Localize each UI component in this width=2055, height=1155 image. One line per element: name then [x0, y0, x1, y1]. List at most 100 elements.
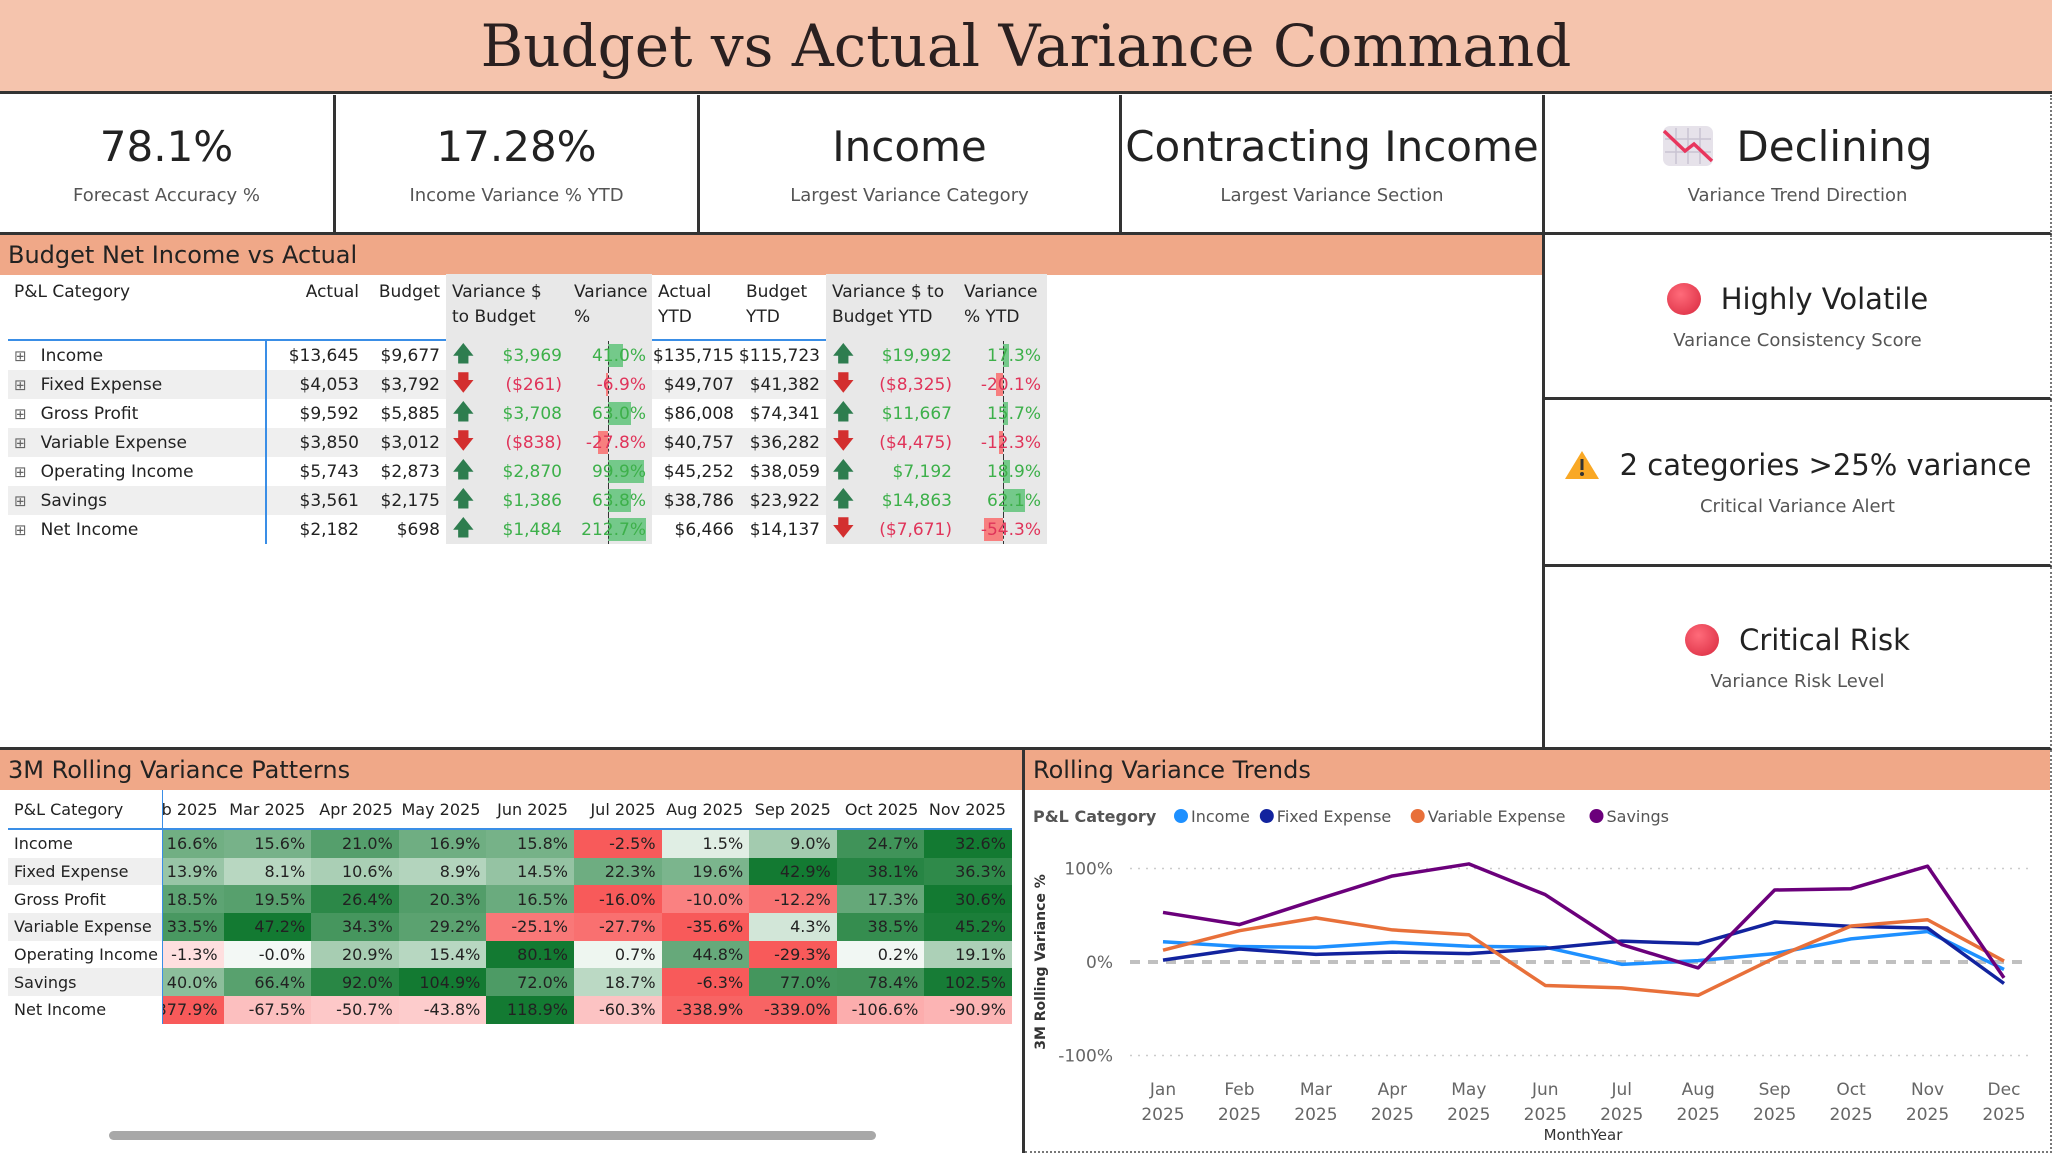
- heatmap-cell: -10.0%: [661, 885, 750, 914]
- legend-item[interactable]: Fixed Expense: [1277, 807, 1391, 826]
- variance-pct-cell: 15.7%: [958, 399, 1047, 428]
- variance-cell: 🡅 $7,192: [826, 457, 958, 486]
- row-label: Income: [14, 834, 73, 854]
- table-header-row: P&L Category Actual Budget Variance $ to Bu…: [8, 274, 1047, 341]
- expand-icon[interactable]: ⊞: [14, 520, 27, 539]
- expand-icon[interactable]: ⊞: [14, 346, 27, 365]
- category-cell[interactable]: ⊞ Fixed Expense: [8, 370, 267, 399]
- expand-icon[interactable]: ⊞: [14, 491, 27, 510]
- month-header[interactable]: Sep 2025: [754, 799, 831, 819]
- column-header[interactable]: P&L Category: [14, 282, 131, 302]
- column-header[interactable]: Variance % YTD: [958, 274, 1047, 341]
- x-axis-title: MonthYear: [1544, 1126, 1624, 1144]
- data-bar: [608, 460, 644, 483]
- actual-ytd-cell: $38,786: [652, 486, 740, 515]
- x-tick-label: 2025: [1600, 1105, 1643, 1125]
- heatmap-cell: 14.5%: [486, 857, 574, 886]
- dashboard-title: Budget vs Actual Variance Command: [0, 0, 2052, 94]
- column-header[interactable]: Actual: [305, 282, 359, 302]
- variance-value: ($261): [505, 374, 562, 395]
- heatmap-cell: 32.6%: [924, 830, 1012, 858]
- column-header[interactable]: Variance %: [568, 274, 652, 341]
- expand-icon[interactable]: ⊞: [14, 462, 27, 481]
- legend-item[interactable]: Savings: [1607, 807, 1670, 826]
- month-header[interactable]: Feb 2025: [162, 799, 218, 819]
- horizontal-scrollbar[interactable]: [109, 1131, 876, 1140]
- kpi-value: 17.28%: [436, 121, 597, 171]
- budget-cell: $2,873: [380, 461, 440, 482]
- column-header[interactable]: Actual YTD: [658, 282, 712, 327]
- heatmap-cell: 77.0%: [749, 968, 837, 997]
- heatmap-cell: -90.9%: [924, 996, 1012, 1024]
- column-header[interactable]: Budget YTD: [746, 282, 808, 327]
- series-line-income[interactable]: [1162, 929, 2005, 972]
- budget-ytd-cell: $74,341: [749, 403, 820, 424]
- kpi-label: Forecast Accuracy %: [73, 184, 260, 206]
- bar-axis: [608, 457, 609, 486]
- column-header[interactable]: Variance $ to Budget YTD: [826, 274, 958, 341]
- heatmap-cell: -35.6%: [661, 913, 750, 941]
- expand-icon[interactable]: ⊞: [14, 404, 27, 423]
- expand-icon[interactable]: ⊞: [14, 375, 27, 394]
- x-tick-label: 2025: [1982, 1105, 2025, 1125]
- data-bar: [1003, 402, 1009, 425]
- variance-pct-cell: -6.9%: [568, 370, 652, 399]
- bar-axis: [608, 515, 609, 544]
- heatmap-cell: 38.5%: [836, 913, 925, 941]
- row-label: Gross Profit: [14, 889, 106, 909]
- category-cell[interactable]: ⊞ Variable Expense: [8, 428, 267, 457]
- kpi-value: Contracting Income: [1125, 121, 1539, 171]
- variance-cell: 🡅 $1,484: [446, 515, 568, 544]
- month-header[interactable]: Apr 2025: [319, 799, 393, 819]
- legend-item[interactable]: Income: [1191, 807, 1250, 826]
- variance-pct-cell: 62.1%: [958, 486, 1047, 515]
- card-label: Variance Risk Level: [1710, 670, 1885, 692]
- budget-cell: $5,885: [380, 403, 440, 424]
- heatmap-cell: -339.0%: [749, 996, 837, 1024]
- month-header[interactable]: Jul 2025: [590, 799, 656, 819]
- category-cell[interactable]: ⊞ Income: [8, 341, 267, 370]
- column-header[interactable]: Budget: [378, 282, 440, 302]
- category-cell[interactable]: ⊞ Net Income: [8, 515, 267, 544]
- heatmap-cell: 16.9%: [398, 830, 487, 858]
- column-header[interactable]: P&L Category: [8, 790, 162, 830]
- series-line-fixed-expense[interactable]: [1162, 920, 2006, 985]
- month-header[interactable]: Nov 2025: [928, 799, 1006, 819]
- month-header[interactable]: Jun 2025: [497, 799, 568, 819]
- arrow-up-icon: 🡅: [832, 486, 855, 512]
- heatmap-cell: 8.9%: [398, 857, 487, 886]
- values-scroll-area[interactable]: Feb 2025 Mar 2025 Apr 2025 May 2025 Jun 2025…: [162, 790, 1012, 1024]
- heatmap-row: 18.5% 19.5% 26.4% 20.3% 16.5% -16.0% -10.0% -12…: [163, 885, 1012, 914]
- expand-icon[interactable]: ⊞: [14, 433, 27, 452]
- month-header[interactable]: Aug 2025: [666, 799, 744, 819]
- legend-item[interactable]: Variable Expense: [1428, 807, 1566, 826]
- kpi-income-variance: 17.28% Income Variance % YTD: [336, 95, 700, 235]
- category-cell[interactable]: ⊞ Savings: [8, 486, 267, 515]
- category-cell[interactable]: ⊞ Gross Profit: [8, 399, 267, 428]
- x-tick-label: Jun: [1531, 1080, 1559, 1100]
- panel-title: Rolling Variance Trends: [1025, 750, 2050, 790]
- category-label: Net Income: [40, 519, 139, 540]
- x-tick-label: Apr: [1378, 1080, 1407, 1100]
- variance-cell: 🡅 $11,667: [826, 399, 958, 428]
- actual-cell: $5,743: [299, 461, 359, 482]
- arrow-up-icon: 🡅: [452, 341, 475, 367]
- row-label: Savings: [8, 968, 162, 997]
- heatmap-row: 13.9% 8.1% 10.6% 8.9% 14.5% 22.3% 19.6% 42.9% 38…: [163, 857, 1012, 886]
- heatmap-cell: -0.0%: [223, 940, 312, 969]
- month-header[interactable]: Oct 2025: [844, 799, 919, 819]
- series-line-variable-expense[interactable]: [1162, 916, 2005, 998]
- column-header[interactable]: Variance $ to Budget: [446, 274, 568, 341]
- data-bar: [608, 518, 646, 541]
- heatmap-cell: 44.8%: [661, 940, 750, 969]
- budget-table: P&L Category Actual Budget Variance $ to Bu…: [8, 274, 1047, 544]
- month-header[interactable]: Mar 2025: [229, 799, 306, 819]
- month-header[interactable]: May 2025: [401, 799, 481, 819]
- category-cell[interactable]: ⊞ Operating Income: [8, 457, 267, 486]
- heatmap-cell: 17.3%: [836, 885, 925, 914]
- kpi-label: Largest Variance Section: [1220, 184, 1444, 206]
- chart-panel: Rolling Variance Trends P&L Category Inco…: [1025, 750, 2052, 1153]
- category-label: Fixed Expense: [40, 374, 163, 395]
- series-line-savings[interactable]: [1162, 862, 2006, 979]
- variance-pct-value: -27.8%: [585, 432, 646, 453]
